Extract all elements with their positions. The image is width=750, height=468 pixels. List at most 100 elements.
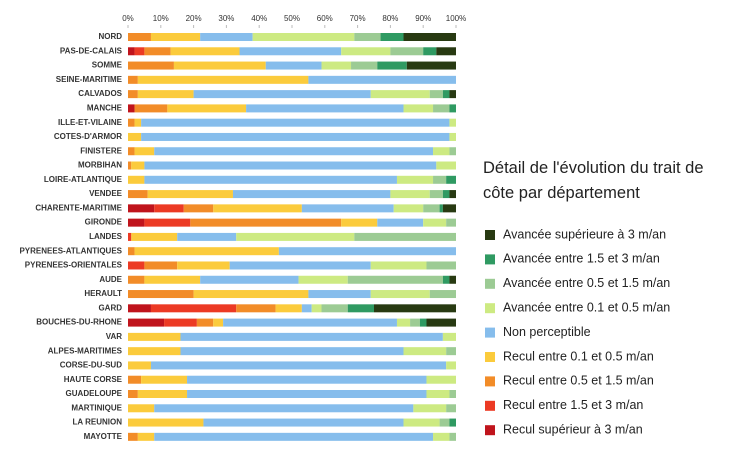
bar-segment (252, 33, 355, 41)
x-tick-label: 90% (415, 14, 431, 23)
bar-segment (446, 404, 456, 413)
bar-segment (449, 418, 456, 427)
bar-segment (128, 90, 138, 99)
y-tick-label: VENDEE (89, 189, 123, 198)
bar-segment (433, 175, 447, 184)
bar-segment (426, 261, 456, 270)
legend-swatch (485, 303, 495, 314)
bar-segment (213, 318, 224, 327)
bar-segment (187, 390, 427, 398)
y-tick-label: GARD (98, 303, 122, 312)
y-tick-label: PYRENEES-ATLANTIQUES (19, 246, 122, 255)
bar-segment (154, 432, 434, 441)
legend-swatch (485, 400, 495, 411)
bar-segment (137, 432, 155, 441)
bar-segment (128, 47, 135, 56)
x-tick-label: 100% (446, 14, 466, 23)
bar-segment (128, 361, 151, 370)
legend-label: Recul entre 1.5 et 3 m/an (503, 398, 643, 412)
bar-segment (370, 290, 430, 299)
bar-segment (203, 418, 404, 427)
bar-segment (128, 290, 194, 299)
bar-segment (196, 318, 214, 327)
bar-segment (128, 118, 135, 127)
bar-segment (439, 418, 450, 427)
bar-segment (446, 361, 456, 370)
legend-label: Recul entre 0.1 et 0.5 m/an (503, 349, 654, 363)
bar-segment (144, 275, 201, 284)
y-tick-label: SEINE-MARITIME (56, 75, 123, 84)
bar-segment (423, 218, 447, 227)
bar-segment (128, 418, 204, 427)
x-tick-label: 40% (251, 14, 267, 23)
bar-segment (236, 232, 355, 241)
bar-segment (442, 190, 450, 199)
bar-segment (239, 47, 342, 56)
bar-segment (144, 161, 437, 170)
bar-segment (134, 247, 279, 256)
bar-segment (308, 290, 371, 299)
y-tick-label: CHARENTE-MARITIME (35, 203, 122, 212)
bar-segment (128, 390, 138, 398)
bar-segment (177, 232, 237, 241)
bar-segment (308, 75, 456, 84)
bar-segment (374, 304, 456, 313)
bar-segment (128, 147, 135, 156)
bar-segment (390, 190, 430, 199)
y-tick-label: COTES-D'ARMOR (54, 132, 122, 141)
bar-segment (141, 132, 450, 141)
bar-segment (403, 347, 447, 356)
x-tick-label: 50% (284, 14, 300, 23)
bar-segment (275, 304, 302, 313)
bar-segment (423, 204, 440, 213)
bar-segment (449, 147, 456, 156)
bar-segment (377, 218, 424, 227)
y-tick-label: VAR (106, 332, 123, 341)
bar-segment (429, 190, 443, 199)
bar-segment (128, 61, 174, 70)
bar-segment (347, 275, 443, 284)
bar-segment (442, 90, 450, 99)
bar-segment (131, 232, 178, 241)
y-tick-label: SOMME (92, 61, 123, 70)
legend-swatch (485, 327, 495, 338)
bar-segment (433, 147, 450, 156)
bar-segment (150, 361, 447, 370)
bar-segment (128, 375, 142, 384)
legend-swatch (485, 254, 495, 265)
y-tick-label: MORBIHAN (78, 161, 122, 170)
bar-segment (128, 247, 135, 256)
bar-segment (446, 218, 456, 227)
bar-segment (128, 432, 138, 441)
bar-segment (150, 304, 237, 313)
bar-segment (128, 75, 138, 84)
bar-segment (439, 204, 443, 213)
y-tick-label: NORD (98, 32, 122, 41)
bar-segment (311, 304, 322, 313)
bar-segment (236, 304, 276, 313)
x-tick-label: 60% (317, 14, 333, 23)
bar-segment (229, 261, 371, 270)
x-tick-label: 70% (350, 14, 366, 23)
bar-segment (429, 90, 443, 99)
legend-label: Avancée entre 0.5 et 1.5 m/an (503, 276, 670, 290)
y-tick-label: HAUTE CORSE (64, 375, 123, 384)
bar-segment (170, 47, 240, 56)
bar-segment (134, 47, 145, 56)
bar-segment (246, 104, 404, 113)
y-tick-label: HERAULT (84, 289, 122, 298)
bar-segment (128, 332, 181, 341)
bar-segment (154, 404, 414, 413)
legend-label: Avancée entre 0.1 et 0.5 m/an (503, 300, 670, 314)
bar-segment (449, 104, 456, 113)
bar-segment (396, 175, 434, 184)
bar-segment (442, 275, 450, 284)
bar-segment (446, 175, 456, 184)
bar-segment (183, 204, 214, 213)
bar-segment (134, 104, 168, 113)
bar-segment (150, 33, 201, 41)
bar-segment (128, 318, 165, 327)
bar-segment (144, 47, 171, 56)
bar-segment (141, 375, 188, 384)
